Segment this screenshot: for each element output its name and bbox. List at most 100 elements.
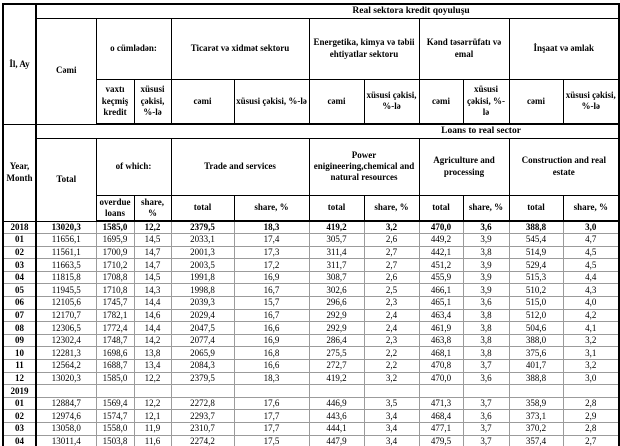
data-cell: 443,6 [308,409,365,423]
data-cell: 463,4 [418,308,464,323]
table-row: 02 11561,1 1700,9 14,7 2001,3 17,3 311,4 2,7 442… [2,245,620,260]
row-label: 01 [2,233,37,247]
data-cell: 3,7 [462,396,510,411]
data-cell: 2272,8 [170,396,235,411]
data-cell: 1748,7 [95,333,135,348]
table-row: 01 12884,7 1569,4 12,2 2272,8 17,6 446,9 3,5 471… [2,396,620,411]
data-cell: 311,7 [308,258,365,272]
data-cell: 17,7 [233,409,310,423]
data-cell: 3,4 [363,422,420,436]
data-cell: 2,2 [363,346,420,361]
data-cell: 3,2 [363,371,420,386]
data-cell: 3,2 [562,333,620,348]
table-row: 05 11945,5 1710,8 14,3 1998,8 16,7 302,6 2,5 466… [2,283,620,298]
table-row: 2018 13020,3 1585,0 12,2 2379,5 18,3 419,2 3,2 4… [2,220,620,235]
row-label: 08 [2,321,37,335]
az-sub-agri-share: xüsusi çəkisi, %-lə [462,78,510,125]
table-row: 02 12974,6 1574,7 12,1 2293,7 17,7 443,6 3,4 468… [2,409,620,423]
az-header-title-row: İl, Ay Real sektora kredit qoyuluşu [2,3,620,125]
data-cell: 2003,5 [170,258,235,272]
data-cell: 1569,4 [95,396,135,411]
data-cell: 401,7 [508,359,564,373]
data-cell: 468,4 [418,409,464,423]
data-cell: 1688,7 [95,359,135,373]
row-label: 04 [2,434,37,446]
data-cell: 471,3 [418,396,464,411]
data-cell [133,384,172,398]
data-cell: 2379,5 [170,220,235,235]
data-cell: 3,6 [462,371,510,386]
az-sub-overdue: vaxtı keçmiş kredit [95,78,135,125]
data-cell: 13020,3 [35,371,97,386]
az-group-agriculture: Kənd təsərrüfatı və emal [418,17,510,80]
data-cell: 2,2 [363,359,420,373]
table-row: 11 12564,2 1688,7 13,4 2084,3 16,6 272,7 2,2 470… [2,359,620,373]
az-group-of-which: o cümlədən: [95,17,172,80]
data-cell: 308,7 [308,270,365,285]
data-cell [508,384,564,398]
data-cell: 466,1 [418,283,464,298]
data-cell: 4,1 [562,321,620,335]
data-cell: 444,1 [308,422,365,436]
data-cell: 302,6 [308,283,365,298]
row-label: 03 [2,422,37,436]
az-sub-overdue-share: xüsusi çəkisi, %-lə [133,78,172,125]
data-cell: 296,6 [308,296,365,310]
data-cell: 13020,3 [35,220,97,235]
data-cell: 4,4 [562,270,620,285]
data-cell [562,384,620,398]
data-cell: 12974,6 [35,409,97,423]
data-cell: 447,9 [308,434,365,446]
data-cell: 12564,2 [35,359,97,373]
data-cell: 3,6 [462,296,510,310]
data-cell: 419,2 [308,220,365,235]
data-cell: 12105,6 [35,296,97,310]
data-cell: 463,8 [418,333,464,348]
data-cell: 2039,3 [170,296,235,310]
data-cell: 17,4 [233,233,310,247]
data-cell: 17,6 [233,396,310,411]
en-header-title-row: Year, Month Loans to real sector [2,123,620,222]
data-cell: 515,0 [508,296,564,310]
data-cell: 12302,4 [35,333,97,348]
data-cell: 2,7 [363,258,420,272]
row-label: 2019 [2,384,37,398]
data-cell: 17,7 [233,422,310,436]
data-cell: 465,1 [418,296,464,310]
data-cell: 17,2 [233,258,310,272]
data-cell [363,384,420,398]
data-cell: 2,3 [363,296,420,310]
table-row: 07 12170,7 1782,1 14,6 2029,4 16,7 292,9 2,4 463… [2,308,620,323]
loans-table: İl, Ay Real sektora kredit qoyuluşu Cəmi… [2,3,620,446]
data-cell: 504,6 [508,321,564,335]
data-cell: 3,0 [562,220,620,235]
az-header-sub-row: vaxtı keçmiş kredit xüsusi çəkisi, %-lə … [3,78,620,125]
data-cell: 2,5 [363,283,420,298]
data-cell: 272,7 [308,359,365,373]
data-cell: 1698,6 [95,346,135,361]
data-cell: 14,7 [133,245,172,260]
az-sub-constr-share: xüsusi çəkisi, %-lə [562,78,620,125]
en-total-header: Total [35,137,97,222]
data-cell: 2293,7 [170,409,235,423]
data-cell: 305,7 [308,233,365,247]
en-sub-overdue: overdue loans [95,194,135,222]
en-group-trade: Trade and services [170,137,310,196]
table-row: 06 12105,6 1745,7 14,4 2039,3 15,7 296,6 2,3 465… [2,296,620,310]
data-cell: 11,9 [133,422,172,436]
data-cell: 515,3 [508,270,564,285]
data-cell: 13,8 [133,346,172,361]
data-cell: 470,0 [418,371,464,386]
data-cell: 1558,0 [95,422,135,436]
data-cell: 3,9 [462,258,510,272]
data-cell: 13,4 [133,359,172,373]
data-cell: 14,7 [133,258,172,272]
table-row: 04 11815,8 1708,8 14,5 1991,8 16,9 308,7 2,6 455… [2,270,620,285]
data-cell: 12,2 [133,396,172,411]
data-cell [35,384,97,398]
table-row: 10 12281,3 1698,6 13,8 2065,9 16,8 275,5 2,2 468… [2,346,620,361]
data-cell: 3,2 [562,359,620,373]
data-cell: 455,9 [418,270,464,285]
data-cell: 14,4 [133,321,172,335]
data-cell: 3,9 [462,270,510,285]
